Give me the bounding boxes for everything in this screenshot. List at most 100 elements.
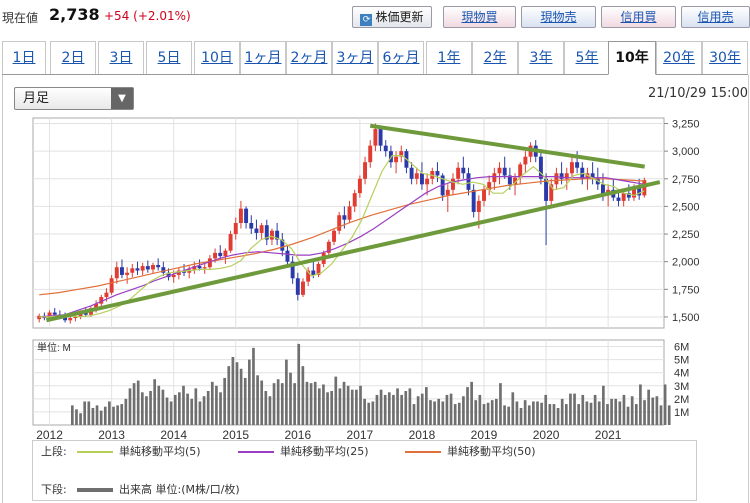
volume-bar [161, 389, 165, 425]
tab-2m[interactable]: 2ヶ月 [286, 41, 332, 74]
candle-body [119, 267, 124, 275]
volume-bar [552, 404, 556, 425]
candle-body [285, 250, 290, 262]
current-price-value: 2,738 [49, 5, 100, 24]
volume-bar [285, 359, 288, 425]
candle-body [492, 173, 497, 183]
tab-10d[interactable]: 10日 [194, 41, 240, 74]
volume-bar [305, 381, 309, 425]
volume-bar [223, 377, 226, 425]
current-price-label: 現在値 [2, 11, 39, 25]
period-tabs: 1日 2日 3日 5日 10日 1ヶ月 2ヶ月 3ヶ月 6ヶ月 1年 2年 3年… [2, 41, 748, 75]
legend-ma25-swatch [238, 451, 274, 453]
candle-body [632, 186, 636, 198]
candle-body [326, 241, 331, 253]
candle-body [419, 173, 424, 185]
volume-bar [182, 385, 185, 425]
margin-sell-button[interactable]: 信用売 [681, 6, 750, 28]
tab-6m[interactable]: 6ヶ月 [378, 41, 424, 74]
tab-30y[interactable]: 30年 [702, 41, 748, 74]
candle-body [99, 297, 104, 304]
volume-bar [597, 401, 601, 425]
volume-bar [585, 401, 589, 425]
volume-bar [108, 401, 111, 425]
tab-20y[interactable]: 20年 [656, 41, 702, 74]
volume-bar [330, 391, 334, 425]
volume-bar [346, 385, 350, 425]
tab-2y[interactable]: 2年 [472, 41, 518, 74]
volume-bar [363, 398, 366, 425]
margin-buy-button[interactable]: 信用買 [601, 6, 676, 28]
candle-body [616, 197, 621, 201]
volume-bar [655, 396, 659, 425]
candle-body [554, 173, 559, 185]
candle-body [471, 189, 476, 212]
tab-3m[interactable]: 3ヶ月 [332, 41, 378, 74]
volume-bar [387, 392, 391, 425]
candle-body [368, 145, 373, 163]
cash-sell-button[interactable]: 現物売 [521, 6, 596, 28]
tab-10y[interactable]: 10年 [608, 41, 656, 75]
volume-bar [202, 396, 206, 425]
tab-1m[interactable]: 1ヶ月 [240, 41, 286, 74]
volume-bar [610, 398, 613, 425]
volume-bar [169, 401, 173, 425]
volume-bar [198, 401, 202, 425]
volume-bar [453, 404, 457, 425]
volume-bar [276, 379, 280, 425]
price-tick-label: 1,500 [672, 312, 700, 324]
candle-body [233, 223, 238, 235]
tab-1d[interactable]: 1日 [2, 41, 46, 74]
year-tick-label: 2015 [222, 428, 249, 442]
candle-body [156, 265, 161, 268]
volume-bar [136, 380, 140, 425]
candle-body [269, 230, 274, 240]
candle-body [104, 292, 109, 298]
volume-bar [478, 394, 482, 425]
candle-body [559, 173, 564, 179]
cash-buy-button[interactable]: 現物買 [443, 6, 516, 28]
price-tick-label: 2,750 [672, 174, 700, 186]
tab-5d[interactable]: 5日 [146, 41, 192, 74]
tab-3y[interactable]: 3年 [518, 41, 564, 74]
year-tick-label: 2018 [409, 428, 436, 442]
refresh-price-button[interactable]: ⟳ 株価更新 [352, 6, 432, 28]
volume-tick-label: 2M [674, 394, 689, 406]
refresh-label: 株価更新 [375, 10, 424, 24]
legend-ma50-label: 単純移動平均(50) [447, 445, 536, 458]
volume-bar [322, 384, 325, 425]
legend-upper-label: 上段: [41, 445, 67, 458]
candle-body [451, 178, 455, 190]
volume-bar [457, 402, 461, 425]
candle-body [192, 266, 197, 270]
year-tick-label: 2012 [36, 428, 63, 442]
price-tick-label: 2,500 [672, 201, 700, 213]
volume-chart: 2012 2013 2014 2015 2016 2017 2018 2019 2020 2021… [32, 339, 689, 442]
candle-body [145, 266, 150, 270]
volume-bar [256, 375, 259, 425]
candle-body [332, 230, 336, 242]
volume-bar [350, 389, 354, 425]
tab-3d[interactable]: 3日 [98, 41, 144, 74]
volume-bar [280, 383, 284, 425]
support-trendline [45, 180, 661, 323]
candle-body [295, 278, 300, 295]
candle-body [642, 180, 647, 196]
candle-body [482, 189, 486, 201]
volume-bar [252, 347, 255, 425]
candle-body [264, 225, 269, 240]
candle-body [301, 281, 305, 295]
price-tick-label: 2,250 [672, 229, 700, 241]
candle-body [513, 177, 518, 185]
candle-body [544, 178, 549, 201]
candle-body [466, 173, 471, 190]
tab-2d[interactable]: 2日 [50, 41, 96, 74]
volume-bar [659, 405, 663, 425]
interval-select[interactable]: 月足 ▼ [14, 87, 134, 110]
candle-body [378, 129, 383, 146]
candle-body [476, 200, 481, 212]
candle-body [507, 175, 512, 185]
tab-5y[interactable]: 5年 [564, 41, 610, 74]
interval-select-value: 月足 [23, 91, 50, 106]
tab-1y[interactable]: 1年 [426, 41, 472, 74]
